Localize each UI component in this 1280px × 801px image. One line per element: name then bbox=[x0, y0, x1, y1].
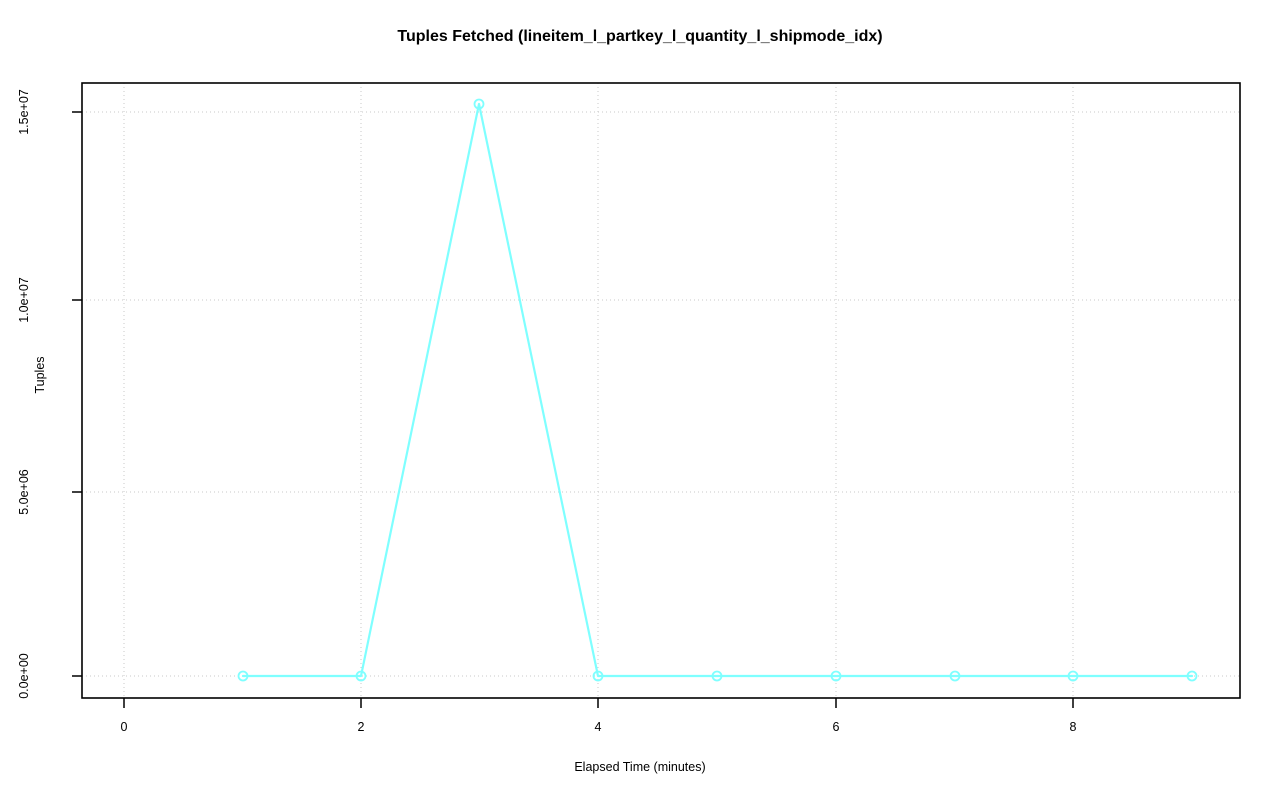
y-tick-label-15e6: 1.5e+07 bbox=[17, 89, 31, 135]
data-point bbox=[355, 670, 367, 682]
x-axis-label: Elapsed Time (minutes) bbox=[574, 760, 706, 774]
data-point bbox=[237, 670, 249, 682]
y-tick-label-5e6: 5.0e+06 bbox=[17, 469, 31, 515]
x-tick-label-0: 0 bbox=[120, 720, 128, 734]
x-tick-label-4: 4 bbox=[594, 720, 602, 734]
y-tick-label-0: 0.0e+00 bbox=[17, 653, 31, 699]
chart-title: Tuples Fetched (lineitem_l_partkey_l_qua… bbox=[397, 28, 883, 45]
data-point bbox=[711, 670, 723, 682]
data-point bbox=[830, 670, 842, 682]
y-axis-ticks bbox=[72, 111, 82, 677]
x-axis-ticks bbox=[123, 698, 1074, 708]
x-tick-label-6: 6 bbox=[832, 720, 840, 734]
data-markers bbox=[237, 98, 1198, 682]
data-point bbox=[473, 98, 485, 110]
grid-vertical bbox=[123, 83, 1074, 698]
data-point bbox=[592, 670, 604, 682]
data-line bbox=[241, 102, 1194, 678]
x-tick-label-2: 2 bbox=[357, 720, 365, 734]
data-point bbox=[949, 670, 961, 682]
x-tick-label-8: 8 bbox=[1069, 720, 1077, 734]
y-axis-label: Tuples bbox=[33, 356, 47, 394]
y-tick-label-1e7: 1.0e+07 bbox=[17, 277, 31, 323]
plot-frame bbox=[81, 82, 1241, 699]
grid-horizontal bbox=[82, 111, 1240, 677]
data-point bbox=[1067, 670, 1079, 682]
data-point bbox=[1186, 670, 1198, 682]
